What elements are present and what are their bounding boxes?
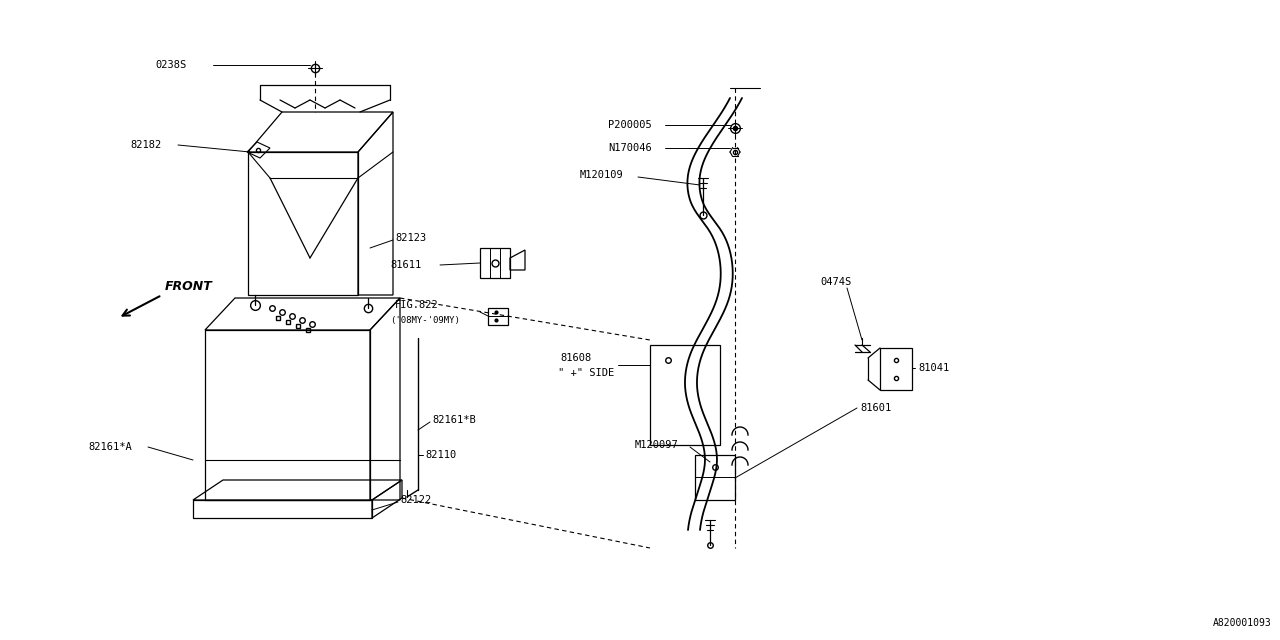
Text: 0474S: 0474S bbox=[820, 277, 851, 287]
Text: 82161*A: 82161*A bbox=[88, 442, 132, 452]
Text: FRONT: FRONT bbox=[165, 280, 212, 292]
Text: M120097: M120097 bbox=[635, 440, 678, 450]
Text: 81041: 81041 bbox=[918, 363, 950, 373]
Text: 0238S: 0238S bbox=[155, 60, 187, 70]
Text: 81601: 81601 bbox=[860, 403, 891, 413]
Text: FIG.822: FIG.822 bbox=[396, 300, 439, 310]
Text: M120109: M120109 bbox=[580, 170, 623, 180]
Text: 82123: 82123 bbox=[396, 233, 426, 243]
Text: ('08MY-'09MY): ('08MY-'09MY) bbox=[390, 316, 460, 324]
Text: 81611: 81611 bbox=[390, 260, 421, 270]
Text: 81608: 81608 bbox=[561, 353, 591, 363]
Text: A820001093: A820001093 bbox=[1213, 618, 1272, 628]
Text: 82182: 82182 bbox=[131, 140, 161, 150]
Text: " +" SIDE: " +" SIDE bbox=[558, 368, 614, 378]
Text: 82110: 82110 bbox=[425, 450, 456, 460]
Text: N170046: N170046 bbox=[608, 143, 652, 153]
Text: 82122: 82122 bbox=[401, 495, 431, 505]
Text: 82161*B: 82161*B bbox=[433, 415, 476, 425]
Text: P200005: P200005 bbox=[608, 120, 652, 130]
